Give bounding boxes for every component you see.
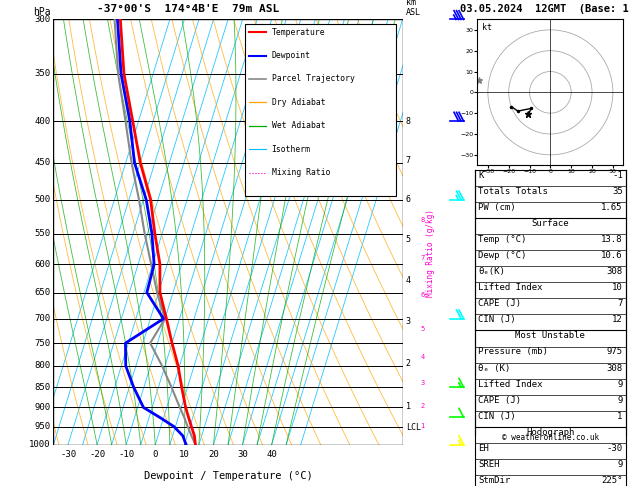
Text: 6: 6 (421, 292, 425, 298)
Text: Surface: Surface (532, 219, 569, 228)
Text: Pressure (mb): Pressure (mb) (478, 347, 548, 357)
Text: 9: 9 (617, 380, 623, 389)
Text: 1: 1 (421, 423, 425, 429)
Text: CAPE (J): CAPE (J) (478, 396, 521, 405)
Text: 35: 35 (612, 187, 623, 196)
Text: 1: 1 (406, 402, 411, 411)
Text: 20: 20 (208, 450, 219, 459)
Text: Temp (°C): Temp (°C) (478, 235, 526, 244)
Text: 975: 975 (606, 347, 623, 357)
Text: Dewpoint: Dewpoint (272, 51, 311, 60)
Text: km
ASL: km ASL (406, 0, 421, 17)
Text: CAPE (J): CAPE (J) (478, 299, 521, 309)
Text: Mixing Ratio (g/kg): Mixing Ratio (g/kg) (426, 209, 435, 297)
Text: -20: -20 (89, 450, 105, 459)
Text: -1: -1 (612, 171, 623, 180)
Text: Mixing Ratio: Mixing Ratio (272, 168, 330, 177)
Text: 2: 2 (406, 359, 411, 368)
Text: EH: EH (478, 444, 489, 453)
Text: 9: 9 (617, 460, 623, 469)
Text: 4: 4 (406, 276, 411, 285)
Text: 10: 10 (179, 450, 190, 459)
Text: Temperature: Temperature (272, 28, 325, 37)
Text: 13.8: 13.8 (601, 235, 623, 244)
Text: -30: -30 (606, 444, 623, 453)
Text: 40: 40 (266, 450, 277, 459)
Text: 550: 550 (34, 229, 50, 238)
Text: 7: 7 (421, 255, 425, 261)
Text: 850: 850 (34, 383, 50, 392)
Bar (245, 24, 396, 196)
Text: SREH: SREH (478, 460, 499, 469)
Text: 1.65: 1.65 (601, 203, 623, 212)
Text: 450: 450 (34, 158, 50, 167)
Text: StmDir: StmDir (478, 476, 510, 485)
Text: 350: 350 (34, 69, 50, 78)
Text: 650: 650 (34, 288, 50, 297)
Text: 5: 5 (406, 235, 411, 244)
Text: 2: 2 (421, 402, 425, 409)
Text: 800: 800 (34, 362, 50, 370)
Text: -10: -10 (118, 450, 134, 459)
Text: -37°00'S  174°4B'E  79m ASL: -37°00'S 174°4B'E 79m ASL (97, 3, 280, 14)
Text: Lifted Index: Lifted Index (478, 283, 543, 293)
Text: 6: 6 (406, 195, 411, 205)
Text: kt: kt (482, 23, 492, 32)
Text: 1: 1 (617, 412, 623, 421)
Text: 03.05.2024  12GMT  (Base: 12): 03.05.2024 12GMT (Base: 12) (460, 3, 629, 14)
Text: Most Unstable: Most Unstable (515, 331, 586, 341)
Text: 600: 600 (34, 260, 50, 269)
Text: Hodograph: Hodograph (526, 428, 574, 437)
Text: 8: 8 (421, 217, 425, 224)
Text: 7: 7 (406, 156, 411, 165)
Text: 950: 950 (34, 422, 50, 431)
Text: 8: 8 (406, 118, 411, 126)
Text: θₑ (K): θₑ (K) (478, 364, 510, 373)
Text: CIN (J): CIN (J) (478, 315, 516, 325)
Text: hPa: hPa (33, 7, 50, 17)
Text: Lifted Index: Lifted Index (478, 380, 543, 389)
Text: 500: 500 (34, 195, 50, 205)
Text: Dewp (°C): Dewp (°C) (478, 251, 526, 260)
Text: 30: 30 (237, 450, 248, 459)
Text: 9: 9 (617, 396, 623, 405)
Text: 0: 0 (153, 450, 158, 459)
Text: -30: -30 (60, 450, 76, 459)
Text: 400: 400 (34, 117, 50, 125)
Text: 4: 4 (421, 354, 425, 360)
Text: Parcel Trajectory: Parcel Trajectory (272, 74, 355, 84)
Text: 12: 12 (612, 315, 623, 325)
Text: Dewpoint / Temperature (°C): Dewpoint / Temperature (°C) (143, 471, 313, 482)
Text: 750: 750 (34, 339, 50, 347)
Text: 5: 5 (421, 326, 425, 331)
Text: 3: 3 (406, 317, 411, 326)
Text: 1000: 1000 (29, 440, 50, 449)
Text: Totals Totals: Totals Totals (478, 187, 548, 196)
Text: 225°: 225° (601, 476, 623, 485)
Text: K: K (478, 171, 484, 180)
Text: Wet Adiabat: Wet Adiabat (272, 121, 325, 130)
Text: 3: 3 (421, 380, 425, 386)
Text: 700: 700 (34, 314, 50, 323)
Text: 10: 10 (612, 283, 623, 293)
Text: PW (cm): PW (cm) (478, 203, 516, 212)
Text: 308: 308 (606, 267, 623, 277)
Text: LCL: LCL (406, 423, 421, 432)
Text: 308: 308 (606, 364, 623, 373)
Text: 10.6: 10.6 (601, 251, 623, 260)
Text: CIN (J): CIN (J) (478, 412, 516, 421)
Text: 7: 7 (617, 299, 623, 309)
Text: 900: 900 (34, 403, 50, 412)
Text: θₑ(K): θₑ(K) (478, 267, 505, 277)
Text: © weatheronline.co.uk: © weatheronline.co.uk (502, 433, 599, 442)
Text: Dry Adiabat: Dry Adiabat (272, 98, 325, 107)
Text: Isotherm: Isotherm (272, 145, 311, 154)
Text: 300: 300 (34, 15, 50, 24)
